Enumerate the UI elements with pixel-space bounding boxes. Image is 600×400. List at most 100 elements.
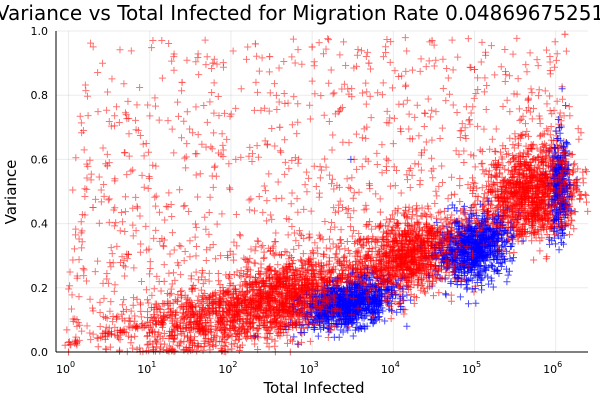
red-point <box>477 58 485 66</box>
red-point <box>444 74 452 82</box>
red-point <box>148 291 156 299</box>
red-point <box>261 187 269 195</box>
red-point <box>337 105 345 113</box>
red-point <box>346 214 354 222</box>
red-point <box>158 235 166 243</box>
red-point <box>168 125 176 133</box>
red-point <box>202 225 210 233</box>
red-point <box>170 50 178 58</box>
red-point <box>405 167 413 175</box>
red-point <box>480 88 488 96</box>
red-point <box>107 298 115 306</box>
red-point <box>245 196 253 204</box>
red-point <box>245 152 253 160</box>
red-point <box>107 263 115 271</box>
red-point <box>536 115 544 123</box>
red-point <box>333 181 341 189</box>
red-point <box>357 47 365 55</box>
red-point <box>303 168 311 176</box>
red-point <box>249 150 257 158</box>
red-point <box>210 79 218 87</box>
red-point <box>159 242 167 250</box>
red-point <box>192 252 200 260</box>
red-point <box>478 184 486 192</box>
red-point <box>442 97 450 105</box>
red-point <box>392 166 400 174</box>
red-point <box>94 69 102 77</box>
red-point <box>295 227 303 235</box>
red-point <box>252 78 260 86</box>
red-point <box>465 117 473 125</box>
red-point <box>430 62 438 70</box>
red-point <box>308 77 316 85</box>
red-point <box>145 245 153 253</box>
red-point <box>193 150 201 158</box>
red-point <box>379 79 387 87</box>
red-point <box>551 63 559 71</box>
red-point <box>322 45 330 53</box>
red-point <box>330 185 338 193</box>
red-point <box>336 51 344 59</box>
red-point <box>121 263 129 271</box>
red-point <box>73 316 81 324</box>
red-point <box>294 118 302 126</box>
red-point <box>449 66 457 74</box>
red-point <box>192 268 200 276</box>
red-point <box>378 141 386 149</box>
red-point <box>462 135 470 143</box>
red-point <box>277 148 285 156</box>
red-point <box>328 175 336 183</box>
red-point <box>482 51 490 59</box>
red-point <box>337 226 345 234</box>
red-point <box>383 36 391 44</box>
red-point <box>534 62 542 70</box>
red-point <box>368 225 376 233</box>
red-point <box>428 154 436 162</box>
scatter-points <box>61 30 592 356</box>
red-point <box>474 122 482 130</box>
red-point <box>448 173 456 181</box>
red-point <box>177 242 185 250</box>
red-point <box>246 206 254 214</box>
red-point <box>343 175 351 183</box>
red-point <box>263 197 271 205</box>
red-point <box>378 91 386 99</box>
red-point <box>137 313 145 321</box>
red-point <box>384 157 392 165</box>
red-point <box>253 142 261 150</box>
red-point <box>148 44 156 52</box>
red-point <box>83 92 91 100</box>
red-point <box>363 88 371 96</box>
red-point <box>81 81 89 89</box>
red-point <box>330 89 338 97</box>
red-point <box>448 36 456 44</box>
red-point <box>272 91 280 99</box>
red-point <box>424 95 432 103</box>
red-point <box>306 115 314 123</box>
red-point <box>217 252 225 260</box>
red-point <box>546 58 554 66</box>
red-point <box>132 193 140 201</box>
red-point <box>111 323 119 331</box>
red-point <box>142 140 150 148</box>
red-point <box>290 229 298 237</box>
red-point <box>167 285 175 293</box>
red-point <box>87 176 95 184</box>
red-point <box>218 210 226 218</box>
red-point <box>226 112 234 120</box>
red-point <box>194 193 202 201</box>
red-point <box>106 259 114 267</box>
red-point <box>316 174 324 182</box>
red-point <box>491 71 499 79</box>
red-point <box>181 248 189 256</box>
red-point <box>322 244 330 252</box>
red-point <box>373 161 381 169</box>
red-point <box>422 138 430 146</box>
red-point <box>194 131 202 139</box>
red-point <box>397 125 405 133</box>
red-point <box>91 268 99 276</box>
red-point <box>406 135 414 143</box>
red-point <box>310 162 318 170</box>
red-point <box>330 204 338 212</box>
red-point <box>383 119 391 127</box>
